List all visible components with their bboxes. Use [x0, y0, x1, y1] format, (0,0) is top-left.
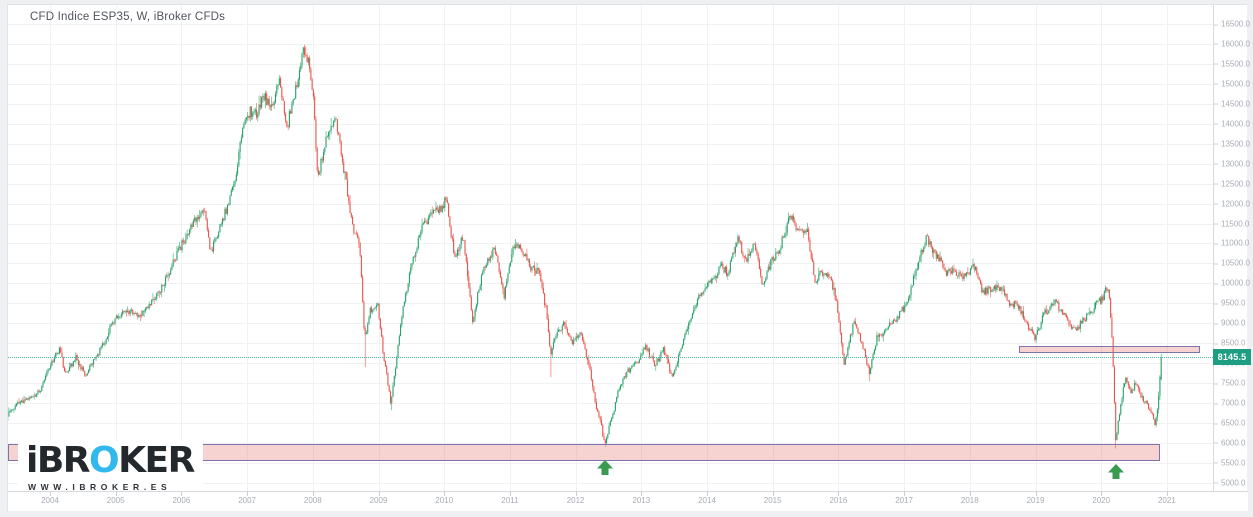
price-axis[interactable]: 16500.0 16000.0 15500.0 15000.0 14500.0 14000… [1213, 5, 1250, 491]
price-tick-label: 7000.0 [1214, 399, 1247, 408]
price-tick-label: 14500.0 [1214, 99, 1250, 108]
time-tick-label: 2007 [225, 492, 269, 505]
logo-suffix: KER [118, 440, 195, 481]
price-tick-label: 10500.0 [1214, 259, 1250, 268]
price-tick-label: 6000.0 [1214, 438, 1247, 447]
price-tick-label: 9500.0 [1214, 299, 1247, 308]
price-tick-label: 9000.0 [1214, 319, 1247, 328]
current-price-line [8, 357, 1213, 359]
price-tick-label: 7500.0 [1214, 379, 1247, 388]
price-tick-label: 16500.0 [1214, 20, 1250, 29]
time-tick-label: 2021 [1145, 492, 1189, 505]
price-tick-label: 11000.0 [1214, 239, 1249, 248]
price-tick-label: 13000.0 [1214, 159, 1250, 168]
price-tick-label: 10000.0 [1214, 279, 1250, 288]
chart-plot-area[interactable]: iBROKER WWW.IBROKER.ES [8, 5, 1213, 491]
price-tick-label: 12000.0 [1214, 199, 1250, 208]
time-tick-label: 2015 [751, 492, 795, 505]
price-tick-label: 6500.0 [1214, 419, 1247, 428]
time-tick-label: 2005 [94, 492, 138, 505]
price-tick-label: 5000.0 [1214, 478, 1247, 487]
time-tick-label: 2011 [488, 492, 532, 505]
price-tick-label: 15000.0 [1214, 79, 1250, 88]
price-tick-label: 13500.0 [1214, 139, 1250, 148]
ibroker-logo-o-icon: O [89, 440, 120, 481]
price-tick-label: 15500.0 [1214, 59, 1250, 68]
candlestick-canvas[interactable] [8, 5, 1213, 491]
price-tick-label: 12500.0 [1214, 179, 1250, 188]
price-tick-label: 5500.0 [1214, 458, 1247, 467]
time-tick-label: 2016 [816, 492, 860, 505]
time-tick-label: 2010 [422, 492, 466, 505]
chart-panel: iBROKER WWW.IBROKER.ES CFD Indice ESP35,… [7, 4, 1251, 511]
support-zone-rect[interactable] [8, 443, 1161, 462]
current-price-badge: 8145.5 [1213, 349, 1251, 366]
ibroker-logo-text: iBROKER [26, 440, 195, 481]
price-tick-label: 14000.0 [1214, 119, 1250, 128]
time-tick-label: 2019 [1014, 492, 1058, 505]
ibroker-logo-url: WWW.IBROKER.ES [28, 481, 172, 491]
chart-title: CFD Indice ESP35, W, iBroker CFDs [30, 11, 226, 23]
time-tick-label: 2020 [1079, 492, 1123, 505]
time-tick-label: 2006 [159, 492, 203, 505]
price-tick-label: 11500.0 [1214, 219, 1249, 228]
time-tick-label: 2013 [619, 492, 663, 505]
time-tick-label: 2014 [685, 492, 729, 505]
price-tick-label: 8500.0 [1214, 339, 1247, 348]
time-tick-label: 2018 [948, 492, 992, 505]
up-arrow-marker-1[interactable] [596, 459, 614, 475]
time-tick-label: 2017 [882, 492, 926, 505]
up-arrow-marker-2[interactable] [1107, 463, 1125, 479]
time-tick-label: 2009 [357, 492, 401, 505]
price-tick-label: 16000.0 [1214, 39, 1250, 48]
resistance-zone-rect[interactable] [1019, 345, 1200, 354]
time-tick-label: 2008 [291, 492, 335, 505]
logo-prefix: iBR [26, 440, 91, 481]
time-tick-label: 2004 [28, 492, 72, 505]
time-tick-label: 2012 [554, 492, 598, 505]
ibroker-logo: iBROKER WWW.IBROKER.ES [18, 441, 203, 491]
time-axis[interactable]: 2004 2005 2006 2007 2008 2009 2010 2011 2012 2013… [8, 491, 1248, 511]
